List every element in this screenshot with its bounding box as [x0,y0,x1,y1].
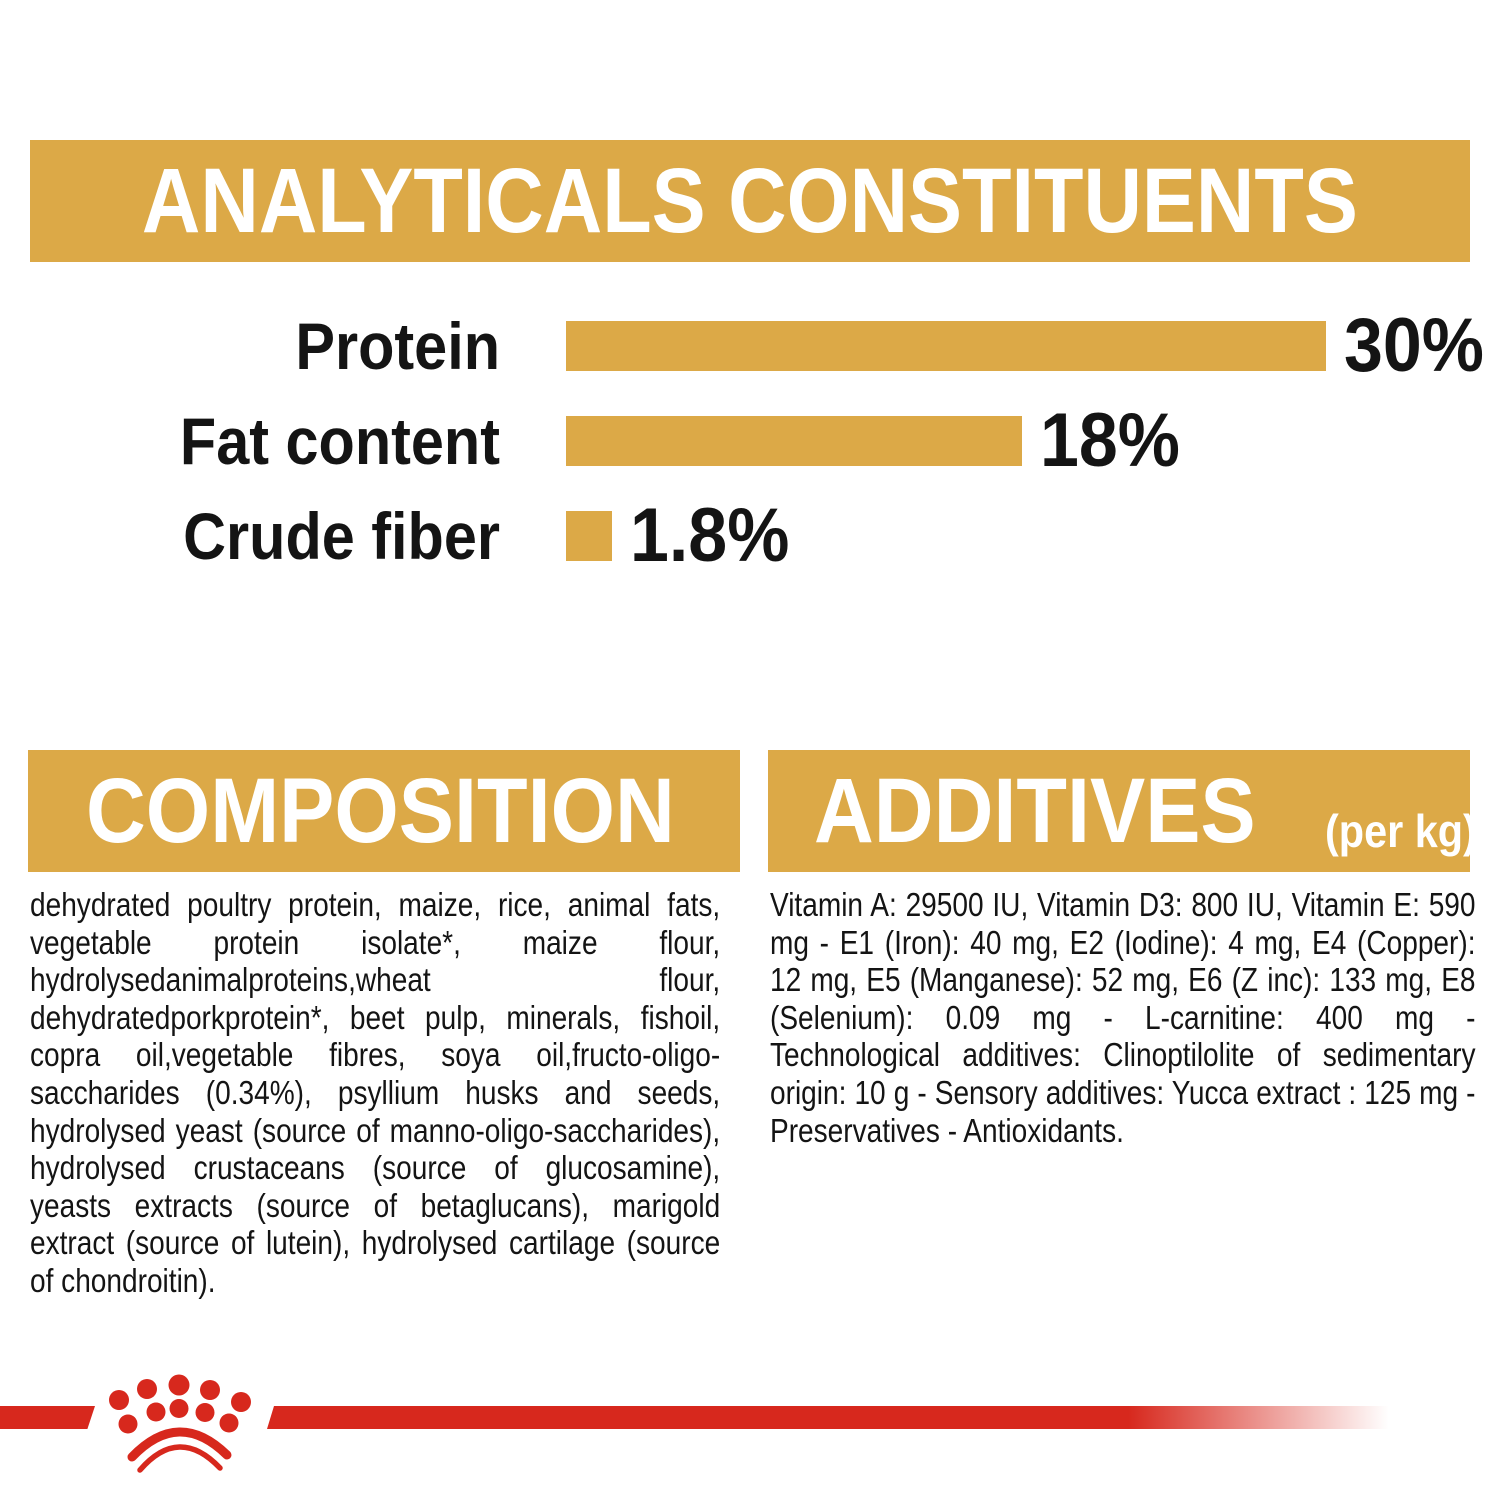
royal-canin-crown-icon [109,1374,251,1473]
additives-section-header: ADDITIVES (per kg) [768,750,1477,872]
composition-title: COMPOSITION [86,760,675,862]
additives-title-group: ADDITIVES (per kg) [814,765,1493,857]
composition-body-text: dehydrated poultry protein, maize, rice,… [30,886,721,1299]
chart-row: Crude fiber 1.8% [0,488,1500,583]
analyticals-title: ANALYTICALS CONSTITUENTS [142,150,1358,252]
footer-accent-line-left [0,1406,95,1429]
chart-category-label: Crude fiber [183,498,500,573]
bar-chart-rows: Protein 30% Fat content 18% Crude fiber 1.8% [0,298,1500,583]
composition-section-header: COMPOSITION [28,750,740,872]
chart-bar [566,510,612,561]
analyticals-bar-chart: Protein 30% Fat content 18% Crude fiber 1.8% [0,298,1500,583]
chart-category-label: Protein [295,308,500,383]
chart-value-label: 18% [1040,397,1180,483]
additives-section: Vitamin A: 29500 IU, Vitamin D3: 800 IU,… [770,886,1476,1149]
chart-value-label: 1.8% [630,492,790,578]
additives-title: ADDITIVES [814,760,1256,862]
footer-accent-line-right [267,1406,1400,1429]
chart-row: Protein 30% [0,298,1500,393]
composition-section: dehydrated poultry protein, maize, rice,… [30,886,720,1300]
analyticals-section-header: ANALYTICALS CONSTITUENTS [30,140,1470,262]
chart-bar [566,415,1022,466]
additives-title-suffix: (per kg) [1324,805,1477,857]
chart-row: Fat content 18% [0,393,1500,488]
chart-value-label: 30% [1344,302,1484,388]
chart-bar [566,320,1326,371]
additives-body-text: Vitamin A: 29500 IU, Vitamin D3: 800 IU,… [770,886,1476,1149]
chart-category-label: Fat content [179,403,501,478]
